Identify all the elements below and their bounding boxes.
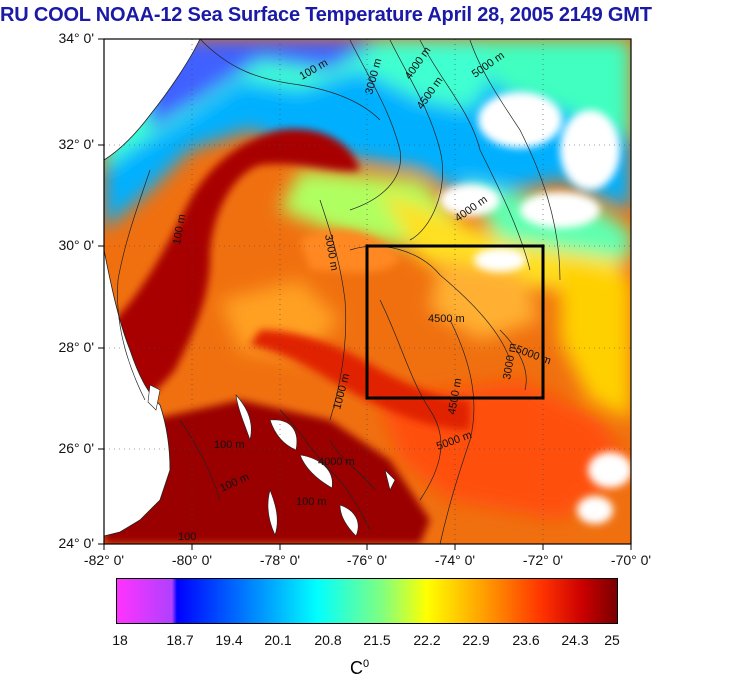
lon-label: -70° 0' bbox=[610, 552, 652, 568]
colorbar-unit: C0 bbox=[350, 658, 369, 679]
lon-label: -74° 0' bbox=[434, 552, 476, 568]
colorbar-tick: 22.2 bbox=[413, 632, 441, 648]
contour-label-100m-se: 100 m bbox=[296, 496, 327, 508]
colorbar-tick: 20.1 bbox=[264, 632, 292, 648]
colorbar-tick: 20.8 bbox=[314, 632, 342, 648]
map-title: RU COOL NOAA-12 Sea Surface Temperature … bbox=[0, 4, 652, 26]
colorbar-tick: 25 bbox=[604, 632, 620, 648]
colorbar-tick: 18.7 bbox=[166, 632, 194, 648]
unit-letter: C bbox=[350, 658, 363, 678]
lon-label: -76° 0' bbox=[346, 552, 388, 568]
colorbar-tick: 19.4 bbox=[215, 632, 243, 648]
study-region-box bbox=[365, 244, 545, 400]
lon-label: -82° 0' bbox=[83, 552, 125, 568]
unit-superscript: 0 bbox=[363, 658, 370, 670]
contour-label-100m-bahamas: 100 m bbox=[214, 439, 245, 451]
lon-label: -78° 0' bbox=[259, 552, 301, 568]
colorbar-tick: 18 bbox=[112, 632, 128, 648]
lat-label: 34° 0' bbox=[58, 30, 94, 46]
colorbar-tick: 22.9 bbox=[462, 632, 490, 648]
lat-label: 26° 0' bbox=[58, 440, 94, 456]
lat-label: 24° 0' bbox=[58, 535, 94, 551]
temperature-colorbar bbox=[116, 578, 618, 624]
contour-label-100-sw: 100 bbox=[178, 531, 196, 543]
lon-label: -80° 0' bbox=[171, 552, 213, 568]
sst-field: 100 m 3000 m 4000 m 4500 m 5000 m 100 m … bbox=[104, 39, 631, 544]
lat-label: 30° 0' bbox=[58, 237, 94, 253]
colorbar-tick: 23.6 bbox=[512, 632, 540, 648]
colorbar-tick: 24.3 bbox=[561, 632, 589, 648]
lat-label: 28° 0' bbox=[58, 339, 94, 355]
lon-label: -72° 0' bbox=[522, 552, 564, 568]
lat-label: 32° 0' bbox=[58, 136, 94, 152]
colorbar-tick: 21.5 bbox=[363, 632, 391, 648]
contour-label-4500m-box: 4500 m bbox=[428, 313, 465, 325]
contour-label-100m-west: 100 m bbox=[171, 213, 188, 245]
contour-label-4000m-south: 4000 m bbox=[318, 456, 355, 468]
